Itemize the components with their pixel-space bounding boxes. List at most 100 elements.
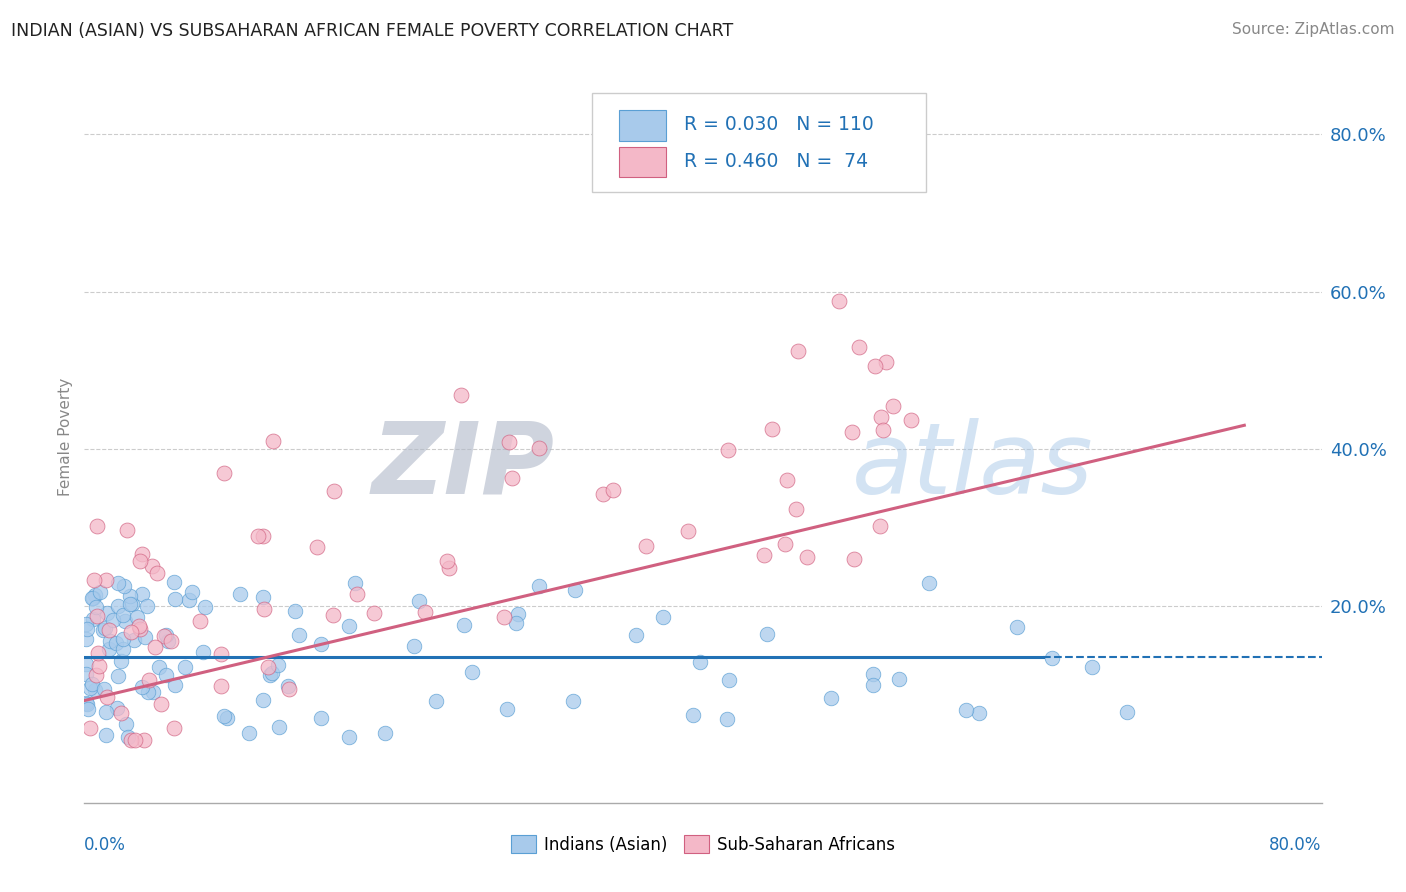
Point bbox=[107, 575, 129, 590]
Point bbox=[155, 668, 177, 682]
Point bbox=[93, 682, 115, 697]
Point bbox=[496, 702, 519, 716]
Point bbox=[343, 575, 366, 590]
Point bbox=[889, 672, 911, 686]
Point bbox=[652, 610, 675, 624]
Point bbox=[86, 608, 108, 623]
Point bbox=[155, 628, 177, 642]
Point bbox=[148, 659, 170, 673]
Point bbox=[111, 632, 134, 646]
Point bbox=[775, 473, 797, 487]
Point bbox=[82, 612, 104, 626]
Point bbox=[107, 599, 129, 613]
Point bbox=[75, 696, 97, 710]
Point bbox=[98, 633, 121, 648]
Point bbox=[848, 340, 870, 354]
Text: atlas: atlas bbox=[852, 417, 1092, 515]
Point bbox=[76, 697, 98, 711]
Point bbox=[785, 502, 807, 516]
Point bbox=[363, 606, 385, 620]
Point bbox=[76, 702, 98, 716]
Point bbox=[346, 587, 368, 601]
Point bbox=[163, 574, 186, 589]
Point bbox=[267, 720, 290, 734]
Point bbox=[105, 701, 128, 715]
Point bbox=[717, 442, 740, 457]
Point bbox=[247, 529, 270, 543]
Text: R = 0.460   N =  74: R = 0.460 N = 74 bbox=[685, 152, 869, 171]
Bar bbox=[619, 146, 666, 178]
Point bbox=[129, 623, 152, 637]
Point bbox=[191, 645, 214, 659]
Text: 80.0%: 80.0% bbox=[1270, 836, 1322, 854]
Point bbox=[787, 344, 810, 359]
Point bbox=[436, 554, 458, 568]
Point bbox=[117, 730, 139, 744]
Point bbox=[174, 660, 197, 674]
Point bbox=[678, 524, 700, 539]
Point bbox=[402, 639, 425, 653]
Point bbox=[83, 588, 105, 602]
Point bbox=[112, 607, 135, 622]
Text: 0.0%: 0.0% bbox=[84, 836, 127, 854]
Point bbox=[124, 732, 146, 747]
Point bbox=[260, 665, 283, 680]
Point bbox=[188, 614, 211, 628]
Point bbox=[217, 711, 239, 725]
Point bbox=[97, 623, 120, 637]
Point bbox=[287, 628, 309, 642]
Point bbox=[875, 354, 897, 368]
Point bbox=[75, 632, 97, 646]
Point bbox=[252, 529, 274, 543]
Point bbox=[796, 550, 818, 565]
Bar bbox=[619, 110, 666, 141]
Point bbox=[143, 640, 166, 655]
Point bbox=[84, 682, 107, 697]
Point bbox=[228, 587, 250, 601]
Point bbox=[79, 721, 101, 735]
Point bbox=[636, 539, 658, 553]
Point bbox=[82, 591, 104, 606]
Point bbox=[103, 613, 125, 627]
Point bbox=[882, 400, 904, 414]
Point bbox=[262, 434, 284, 448]
Point bbox=[120, 624, 142, 639]
Point bbox=[323, 484, 346, 499]
Point bbox=[337, 618, 360, 632]
Point bbox=[682, 708, 704, 723]
Point bbox=[253, 602, 276, 616]
Point bbox=[461, 665, 484, 679]
Point bbox=[96, 705, 118, 719]
Point bbox=[117, 524, 139, 538]
Point bbox=[181, 585, 204, 599]
Point bbox=[118, 589, 141, 603]
Point bbox=[75, 616, 97, 631]
Point bbox=[238, 726, 260, 740]
Point bbox=[453, 618, 475, 632]
Point bbox=[80, 591, 103, 606]
Point bbox=[508, 607, 530, 621]
Point bbox=[75, 657, 97, 671]
Point bbox=[110, 706, 132, 720]
Point bbox=[121, 597, 143, 611]
Point bbox=[820, 691, 842, 706]
Point bbox=[450, 388, 472, 402]
FancyBboxPatch shape bbox=[592, 94, 925, 192]
Point bbox=[870, 409, 893, 424]
Point bbox=[115, 716, 138, 731]
Point bbox=[689, 655, 711, 669]
Point bbox=[125, 609, 148, 624]
Point bbox=[107, 668, 129, 682]
Point bbox=[252, 590, 274, 604]
Point bbox=[120, 597, 142, 611]
Point bbox=[564, 583, 586, 598]
Point bbox=[163, 678, 186, 692]
Point bbox=[86, 668, 108, 682]
Point bbox=[135, 599, 157, 614]
Point bbox=[141, 559, 163, 574]
Point bbox=[278, 682, 301, 697]
Point bbox=[112, 579, 135, 593]
Point bbox=[96, 607, 118, 621]
Point bbox=[501, 470, 523, 484]
Point bbox=[87, 646, 110, 660]
